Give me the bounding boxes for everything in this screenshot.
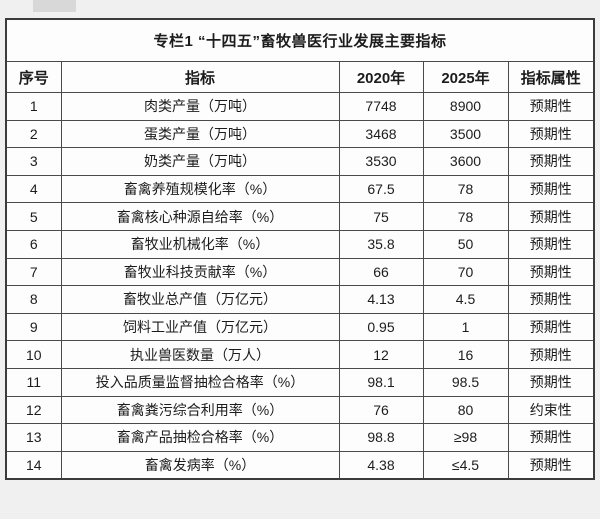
screenshot-artifact <box>33 0 76 12</box>
col-header-attribute: 指标属性 <box>507 61 595 93</box>
value-2020-cell: 35.8 <box>338 229 424 259</box>
row-number-cell: 10 <box>5 340 62 369</box>
row-number-cell: 7 <box>5 257 62 287</box>
attribute-cell: 预期性 <box>507 423 595 452</box>
row-number-cell: 8 <box>5 285 62 314</box>
row-number-cell: 6 <box>5 229 62 259</box>
value-2025-cell: ≤4.5 <box>422 450 509 480</box>
value-2020-cell: 98.1 <box>338 367 424 397</box>
table-row: 11 投入品质量监督抽检合格率（%） 98.1 98.5 预期性 <box>5 367 595 397</box>
table-row: 10 执业兽医数量（万人） 12 16 预期性 <box>5 340 595 369</box>
attribute-cell: 约束性 <box>507 395 595 425</box>
value-2025-cell: 16 <box>422 340 509 369</box>
indicator-cell: 畜禽粪污综合利用率（%） <box>60 395 340 425</box>
table-row: 5 畜禽核心种源自给率（%） 75 78 预期性 <box>5 202 595 231</box>
row-number-cell: 9 <box>5 312 62 342</box>
indicator-cell: 畜禽核心种源自给率（%） <box>60 202 340 231</box>
table-row: 9 饲料工业产值（万亿元） 0.95 1 预期性 <box>5 312 595 342</box>
table-row: 2 蛋类产量（万吨） 3468 3500 预期性 <box>5 119 595 149</box>
col-header-no: 序号 <box>5 61 62 93</box>
table-row: 1 肉类产量（万吨） 7748 8900 预期性 <box>5 92 595 121</box>
value-2020-cell: 76 <box>338 395 424 425</box>
indicator-cell: 畜牧业机械化率（%） <box>60 229 340 259</box>
attribute-cell: 预期性 <box>507 312 595 342</box>
table-row: 6 畜牧业机械化率（%） 35.8 50 预期性 <box>5 229 595 259</box>
indicator-cell: 蛋类产量（万吨） <box>60 119 340 149</box>
table-row: 8 畜牧业总产值（万亿元） 4.13 4.5 预期性 <box>5 285 595 314</box>
row-number-cell: 3 <box>5 147 62 176</box>
attribute-cell: 预期性 <box>507 367 595 397</box>
attribute-cell: 预期性 <box>507 450 595 480</box>
table-row: 4 畜禽养殖规模化率（%） 67.5 78 预期性 <box>5 174 595 204</box>
attribute-cell: 预期性 <box>507 119 595 149</box>
title-row: 专栏1 “十四五”畜牧兽医行业发展主要指标 <box>5 18 595 62</box>
value-2025-cell: ≥98 <box>422 423 509 452</box>
col-header-2020: 2020年 <box>338 61 424 93</box>
value-2025-cell: 4.5 <box>422 285 509 314</box>
value-2020-cell: 0.95 <box>338 312 424 342</box>
table-row: 12 畜禽粪污综合利用率（%） 76 80 约束性 <box>5 395 595 425</box>
value-2025-cell: 8900 <box>422 92 509 121</box>
value-2020-cell: 75 <box>338 202 424 231</box>
value-2020-cell: 3468 <box>338 119 424 149</box>
attribute-cell: 预期性 <box>507 285 595 314</box>
value-2020-cell: 66 <box>338 257 424 287</box>
row-number-cell: 11 <box>5 367 62 397</box>
indicator-cell: 饲料工业产值（万亿元） <box>60 312 340 342</box>
indicator-cell: 畜禽养殖规模化率（%） <box>60 174 340 204</box>
attribute-cell: 预期性 <box>507 147 595 176</box>
header-row: 序号 指标 2020年 2025年 指标属性 <box>5 61 595 93</box>
indicator-cell: 执业兽医数量（万人） <box>60 340 340 369</box>
value-2025-cell: 3600 <box>422 147 509 176</box>
attribute-cell: 预期性 <box>507 340 595 369</box>
attribute-cell: 预期性 <box>507 229 595 259</box>
row-number-cell: 4 <box>5 174 62 204</box>
col-header-indicator: 指标 <box>60 61 340 93</box>
table-title: 专栏1 “十四五”畜牧兽医行业发展主要指标 <box>5 18 595 62</box>
row-number-cell: 14 <box>5 450 62 480</box>
value-2025-cell: 3500 <box>422 119 509 149</box>
indicator-cell: 畜禽发病率（%） <box>60 450 340 480</box>
row-number-cell: 12 <box>5 395 62 425</box>
row-number-cell: 5 <box>5 202 62 231</box>
value-2020-cell: 67.5 <box>338 174 424 204</box>
value-2025-cell: 70 <box>422 257 509 287</box>
value-2025-cell: 80 <box>422 395 509 425</box>
row-number-cell: 2 <box>5 119 62 149</box>
attribute-cell: 预期性 <box>507 174 595 204</box>
value-2025-cell: 78 <box>422 174 509 204</box>
indicator-cell: 畜牧业总产值（万亿元） <box>60 285 340 314</box>
value-2020-cell: 3530 <box>338 147 424 176</box>
table-row: 14 畜禽发病率（%） 4.38 ≤4.5 预期性 <box>5 450 595 480</box>
value-2020-cell: 98.8 <box>338 423 424 452</box>
table-row: 3 奶类产量（万吨） 3530 3600 预期性 <box>5 147 595 176</box>
table-row: 13 畜禽产品抽检合格率（%） 98.8 ≥98 预期性 <box>5 423 595 452</box>
value-2020-cell: 4.38 <box>338 450 424 480</box>
indicators-table: 专栏1 “十四五”畜牧兽医行业发展主要指标 序号 指标 2020年 2025年 … <box>5 18 596 481</box>
value-2025-cell: 50 <box>422 229 509 259</box>
value-2025-cell: 98.5 <box>422 367 509 397</box>
row-number-cell: 13 <box>5 423 62 452</box>
value-2025-cell: 78 <box>422 202 509 231</box>
attribute-cell: 预期性 <box>507 257 595 287</box>
indicator-cell: 畜牧业科技贡献率（%） <box>60 257 340 287</box>
value-2020-cell: 4.13 <box>338 285 424 314</box>
attribute-cell: 预期性 <box>507 202 595 231</box>
value-2020-cell: 7748 <box>338 92 424 121</box>
col-header-2025: 2025年 <box>422 61 509 93</box>
value-2020-cell: 12 <box>338 340 424 369</box>
indicator-cell: 奶类产量（万吨） <box>60 147 340 176</box>
indicator-cell: 畜禽产品抽检合格率（%） <box>60 423 340 452</box>
value-2025-cell: 1 <box>422 312 509 342</box>
indicator-cell: 肉类产量（万吨） <box>60 92 340 121</box>
indicator-cell: 投入品质量监督抽检合格率（%） <box>60 367 340 397</box>
table-row: 7 畜牧业科技贡献率（%） 66 70 预期性 <box>5 257 595 287</box>
row-number-cell: 1 <box>5 92 62 121</box>
attribute-cell: 预期性 <box>507 92 595 121</box>
